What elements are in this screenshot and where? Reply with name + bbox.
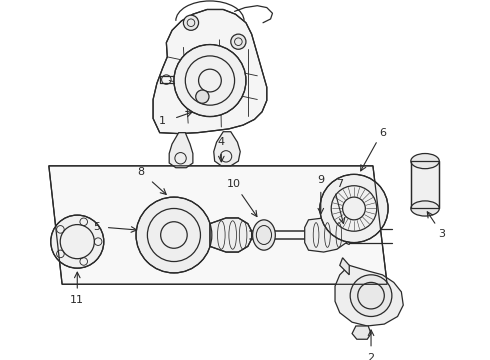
Text: 11: 11 xyxy=(70,296,84,305)
Text: 10: 10 xyxy=(227,179,241,189)
Text: 4: 4 xyxy=(218,137,225,147)
Ellipse shape xyxy=(411,153,439,169)
Circle shape xyxy=(183,15,198,30)
Circle shape xyxy=(174,45,246,117)
Circle shape xyxy=(350,275,392,316)
Polygon shape xyxy=(335,265,403,326)
Text: 6: 6 xyxy=(379,128,386,138)
Polygon shape xyxy=(49,166,387,284)
Text: 9: 9 xyxy=(317,175,324,185)
Text: 2: 2 xyxy=(368,353,374,360)
Text: 3: 3 xyxy=(439,229,445,239)
Ellipse shape xyxy=(252,220,275,250)
Polygon shape xyxy=(169,133,193,168)
Text: 7: 7 xyxy=(336,179,343,189)
Circle shape xyxy=(136,197,212,273)
Polygon shape xyxy=(411,161,439,208)
Polygon shape xyxy=(214,132,240,166)
Polygon shape xyxy=(305,218,349,252)
Ellipse shape xyxy=(411,201,439,216)
Polygon shape xyxy=(340,258,349,275)
Polygon shape xyxy=(153,9,267,134)
Circle shape xyxy=(320,174,388,243)
Polygon shape xyxy=(210,218,252,252)
Text: 5: 5 xyxy=(93,222,100,233)
Circle shape xyxy=(231,34,246,49)
Text: 1: 1 xyxy=(159,116,166,126)
Text: 8: 8 xyxy=(137,167,145,176)
Polygon shape xyxy=(352,326,371,339)
Circle shape xyxy=(51,215,104,268)
Circle shape xyxy=(196,90,209,103)
